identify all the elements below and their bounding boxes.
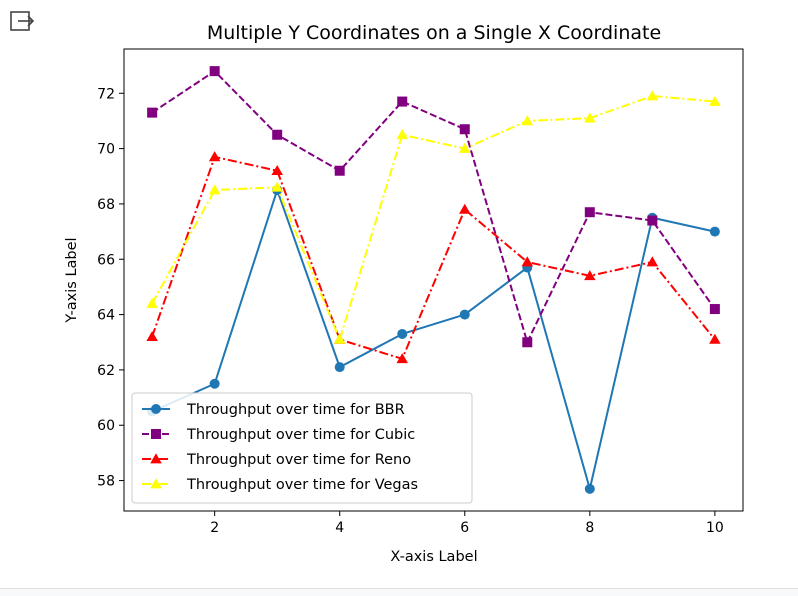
series-line-3 [151, 95, 715, 341]
data-point-3-2 [271, 181, 283, 192]
x-tick-label-2: 6 [460, 520, 469, 536]
data-point-2-6 [521, 256, 534, 267]
y-tick-label-0: 58 [97, 474, 115, 490]
legend-label-0: Throughput over time for BBR [186, 402, 405, 418]
chart-title: Multiple Y Coordinates on a Single X Coo… [207, 22, 661, 44]
data-point-3-8 [646, 90, 659, 101]
series-line-1 [151, 70, 716, 344]
data-point-0-5 [459, 309, 470, 320]
data-point-1-9 [709, 304, 720, 315]
y-tick-label-6: 70 [97, 142, 115, 158]
data-point-1-4 [397, 96, 408, 107]
data-point-3-1 [208, 184, 221, 195]
data-point-2-8 [646, 256, 659, 267]
x-tick-label-4: 10 [706, 520, 724, 536]
plot-frame [123, 48, 744, 512]
legend-label-3: Throughput over time for Vegas [186, 477, 418, 493]
y-tick-label-2: 62 [97, 363, 115, 379]
legend-marker-2 [150, 453, 162, 464]
data-point-1-5 [459, 124, 470, 135]
data-point-0-3 [334, 362, 345, 373]
y-tick-label-7: 72 [97, 86, 115, 102]
data-point-0-1 [209, 378, 220, 389]
x-axis-label: X-axis Label [390, 549, 477, 565]
data-point-2-2 [271, 164, 283, 176]
data-point-2-1 [208, 151, 221, 162]
x-axis: 2 4 6 8 10 [210, 511, 724, 536]
data-point-3-7 [584, 112, 596, 123]
data-point-2-9 [709, 333, 721, 344]
data-point-1-3 [334, 165, 345, 176]
data-point-3-4 [396, 129, 408, 140]
data-point-0-9 [709, 226, 720, 237]
x-tick-label-1: 4 [335, 520, 344, 536]
legend-marker-3 [150, 478, 162, 489]
y-axis-label: Y-axis Label [64, 237, 80, 323]
y-tick-label-3: 64 [97, 308, 115, 324]
data-point-1-6 [522, 337, 533, 348]
data-point-2-4 [396, 353, 408, 364]
data-point-1-8 [647, 215, 658, 226]
legend-label-2: Throughput over time for Reno [186, 452, 411, 468]
legend-marker-0 [151, 404, 161, 414]
x-tick-label-0: 2 [210, 520, 219, 536]
data-point-1-1 [209, 66, 220, 77]
y-tick-label-5: 68 [97, 197, 115, 213]
data-point-2-0 [146, 330, 158, 342]
legend-label-1: Throughput over time for Cubic [186, 427, 415, 443]
series-line-2 [151, 155, 716, 360]
data-point-1-0 [147, 107, 158, 118]
legend-marker-1 [151, 429, 161, 439]
data-point-3-9 [709, 95, 721, 106]
data-point-2-7 [584, 270, 596, 281]
x-tick-label-3: 8 [585, 520, 594, 536]
data-point-3-6 [521, 115, 534, 126]
data-point-0-7 [584, 483, 595, 494]
data-point-3-3 [333, 333, 346, 344]
legend: Throughput over time for BBR Throughput o… [131, 392, 473, 504]
data-point-2-5 [459, 203, 471, 214]
legend-box [131, 392, 473, 504]
y-axis: 58 60 62 64 66 68 70 72 [97, 86, 124, 490]
data-point-3-5 [459, 142, 471, 153]
plot-series [146, 66, 721, 494]
series-line-0 [151, 189, 716, 490]
data-point-1-7 [584, 207, 595, 218]
output-exit-icon[interactable] [8, 8, 36, 36]
y-tick-label-4: 66 [97, 252, 115, 268]
y-tick-label-1: 60 [97, 418, 115, 434]
data-point-3-0 [146, 297, 158, 308]
data-point-0-4 [397, 328, 408, 339]
data-point-1-2 [272, 129, 283, 140]
output-bottom-bar [0, 588, 798, 596]
